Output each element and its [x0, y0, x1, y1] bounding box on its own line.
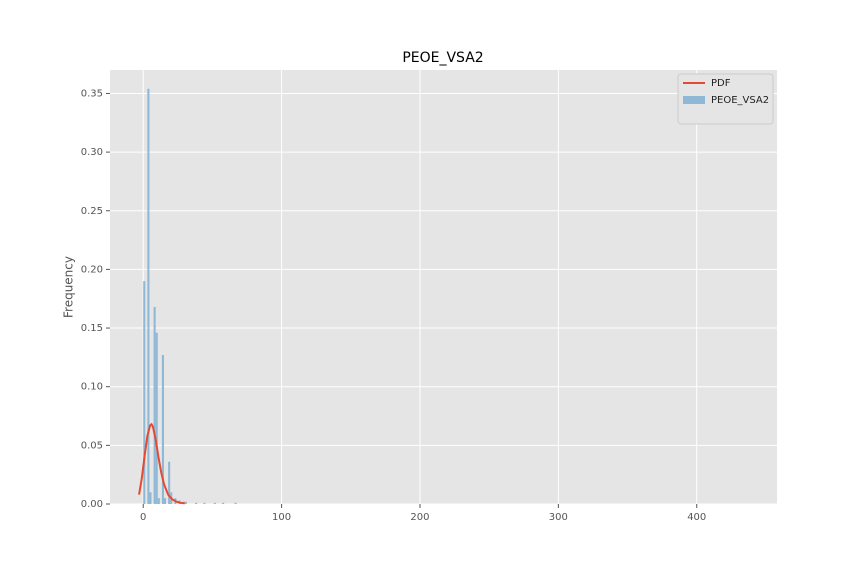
histogram-bar — [213, 502, 216, 504]
y-tick-label: 0.05 — [81, 440, 103, 451]
legend-label: PEOE_VSA2 — [711, 95, 769, 106]
y-tick-label: 0.20 — [81, 264, 103, 275]
legend-swatch — [683, 96, 705, 104]
y-tick-label: 0.35 — [81, 88, 103, 99]
legend: PDF PEOE_VSA2 — [677, 73, 774, 125]
y-tick-label: 0.30 — [81, 147, 103, 158]
y-tick-label: 0.25 — [81, 206, 103, 217]
x-tick-label: 0 — [140, 512, 146, 523]
histogram-bar — [157, 498, 160, 504]
marks — [138, 88, 237, 505]
histogram-bar — [149, 492, 152, 504]
legend-box — [677, 73, 774, 125]
histogram-bar — [222, 502, 225, 504]
histogram-bar — [168, 461, 171, 504]
x-tick-label: 100 — [272, 512, 291, 523]
histogram-bar — [153, 306, 156, 504]
histogram-bar — [161, 355, 164, 504]
histogram-bar — [155, 332, 158, 504]
histogram-bar — [163, 498, 167, 504]
y-tick-label: 0.10 — [81, 382, 103, 393]
legend-label: PDF — [711, 78, 731, 89]
histogram-bar — [143, 281, 146, 504]
chart-title: PEOE_VSA2 — [402, 50, 483, 66]
y-tick-label: 0.15 — [81, 323, 103, 334]
pdf-line — [138, 422, 185, 505]
plot-area — [110, 70, 777, 504]
x-tick-label: 200 — [410, 512, 429, 523]
histogram-bar — [147, 88, 150, 504]
y-tick-label: 0.00 — [81, 499, 103, 510]
grid — [110, 70, 777, 505]
histogram-bar — [195, 502, 198, 504]
x-tick-label: 400 — [687, 512, 706, 523]
y-axis-label: Frequency — [62, 256, 76, 318]
histogram-bar — [234, 502, 237, 504]
histogram-bar — [184, 501, 187, 504]
x-tick-label: 300 — [549, 512, 568, 523]
histogram-bar — [203, 502, 206, 504]
